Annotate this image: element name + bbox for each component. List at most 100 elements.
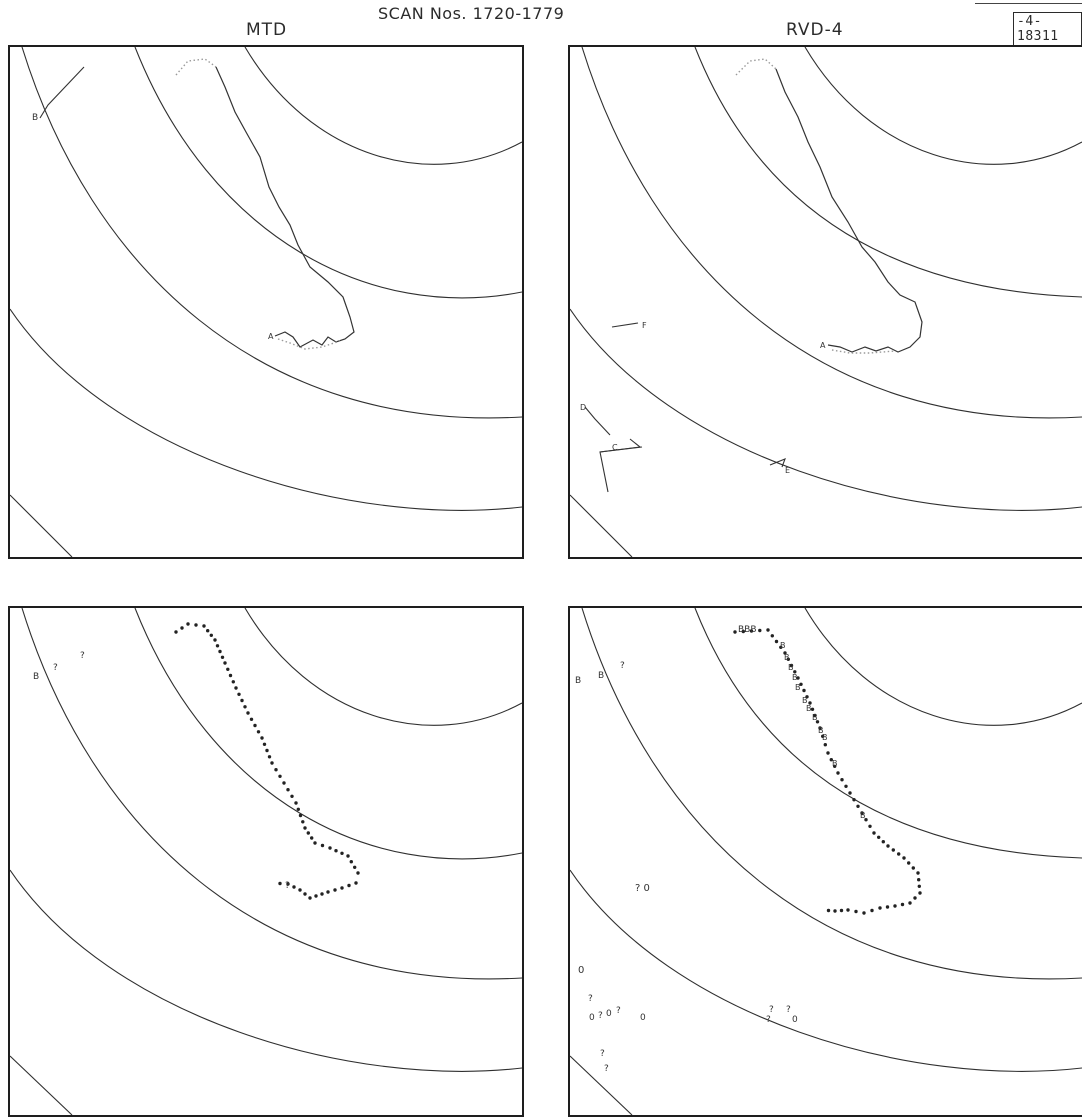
report-symbol: ? <box>285 881 290 891</box>
report-dot <box>821 734 825 738</box>
beacon-report-b: B <box>788 663 794 672</box>
report-symbol: ? <box>600 1049 605 1059</box>
range-ring <box>10 494 73 557</box>
target-a-track <box>215 66 355 348</box>
report-dot <box>907 861 911 865</box>
track-label-d: D <box>580 403 586 412</box>
report-dot <box>220 655 225 659</box>
report-dot <box>308 896 312 900</box>
range-ring <box>10 1055 73 1115</box>
range-ring <box>21 608 522 980</box>
report-dot <box>246 711 250 715</box>
range-ring <box>581 608 1082 980</box>
report-dot <box>354 881 358 885</box>
range-ring <box>134 47 522 299</box>
report-dot <box>223 661 227 665</box>
report-dot <box>349 860 353 864</box>
range-rings <box>10 608 522 1115</box>
target-a-raw-tail <box>831 349 896 354</box>
report-dot <box>900 902 905 907</box>
report-dot <box>194 623 198 627</box>
track-label-f: F <box>642 321 647 330</box>
range-ring <box>570 308 1082 511</box>
report-dot <box>870 908 874 913</box>
report-symbol: ? <box>604 1064 609 1074</box>
range-ring <box>570 1055 633 1115</box>
range-ring <box>21 47 522 419</box>
report-dot <box>916 871 920 875</box>
report-dot <box>862 911 866 915</box>
report-dot <box>805 695 809 699</box>
track-label-e: E <box>785 466 790 475</box>
report-dot <box>860 811 864 815</box>
report-dot <box>243 705 247 709</box>
report-dot <box>823 743 827 747</box>
report-dot <box>340 886 344 890</box>
report-symbol: ? <box>53 663 58 673</box>
range-ring <box>10 869 522 1072</box>
range-ring <box>570 869 1082 1072</box>
report-dot <box>249 717 254 721</box>
report-dot <box>237 692 241 696</box>
report-dot <box>278 774 282 778</box>
mtd-report-panel: B ? ? ? <box>8 606 524 1117</box>
track-label-b: B <box>32 113 38 123</box>
range-ring <box>804 47 1082 165</box>
track-label-a: A <box>820 341 826 350</box>
report-dot <box>802 688 806 693</box>
range-ring <box>581 47 1082 419</box>
report-dot <box>844 784 848 788</box>
report-dot <box>854 909 858 914</box>
report-dot <box>868 824 872 828</box>
report-symbol: ? <box>766 1015 771 1025</box>
report-symbol: 0 <box>640 1013 646 1023</box>
report-dot <box>202 624 206 628</box>
beacon-report-b: B <box>792 673 798 682</box>
report-dot <box>908 901 912 905</box>
report-dot <box>256 730 261 734</box>
report-dot <box>886 844 890 848</box>
report-dot <box>334 849 338 853</box>
report-dot <box>301 820 305 824</box>
report-dot <box>826 751 830 755</box>
report-dot <box>356 871 360 875</box>
beacon-report-b: B <box>832 759 838 768</box>
range-ring <box>10 308 522 511</box>
beacon-report-b: B <box>812 713 818 722</box>
report-dot <box>911 866 915 870</box>
report-dot <box>265 748 269 753</box>
report-symbol: ? <box>769 1005 774 1015</box>
report-dot <box>333 888 337 892</box>
report-dot <box>829 758 833 762</box>
report-symbol: B <box>33 672 39 682</box>
track-label-c: C <box>612 443 618 452</box>
target-a-raw-returns <box>175 58 217 76</box>
range-rings <box>570 47 1082 557</box>
report-dot <box>893 904 897 908</box>
report-dot <box>897 852 901 856</box>
beacon-report-b: B <box>818 726 824 735</box>
beacon-report-b: B <box>784 653 790 662</box>
report-dot <box>228 673 233 678</box>
target-c-vector-2 <box>599 446 643 493</box>
mtd-track-panel: A B <box>8 45 524 559</box>
report-dot <box>218 649 222 654</box>
report-dot <box>891 848 895 852</box>
report-dot <box>917 878 921 882</box>
report-dot <box>766 628 770 632</box>
report-id-rule <box>975 3 1082 4</box>
beacon-report-b: B <box>860 811 866 820</box>
report-symbol: B <box>575 676 581 686</box>
beacon-report-b: B <box>806 704 812 713</box>
report-id-box: -4-18311 <box>1013 12 1082 46</box>
range-ring <box>244 608 522 726</box>
target-f-vector <box>611 322 639 328</box>
report-dot <box>213 638 217 642</box>
report-dot <box>320 843 325 848</box>
report-dot <box>306 831 310 835</box>
range-ring <box>134 608 522 860</box>
report-dot <box>836 771 840 775</box>
report-dot <box>810 707 815 711</box>
